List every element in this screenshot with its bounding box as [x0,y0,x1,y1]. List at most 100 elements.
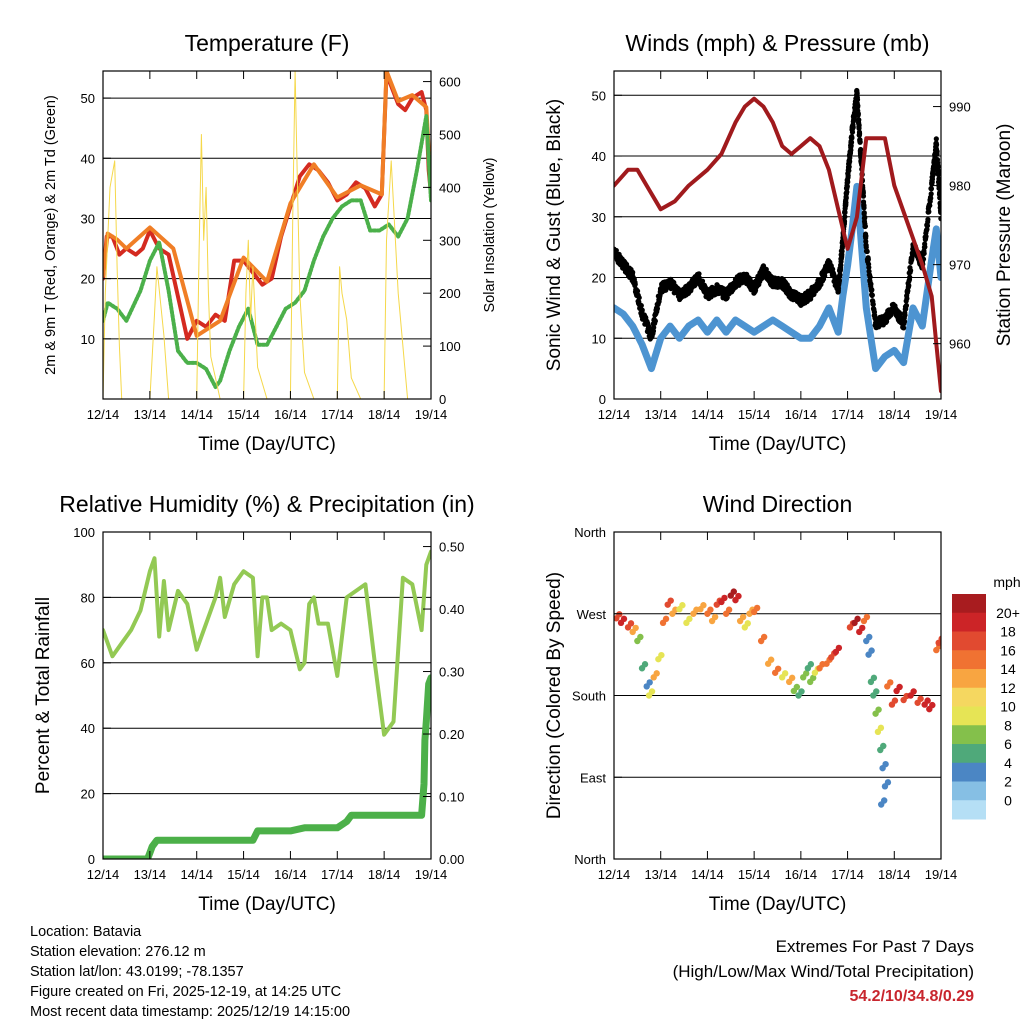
wind_direction-title: Wind Direction [703,491,853,517]
winds-gust-point [845,173,851,179]
wind_direction-ytick-label: West [577,607,607,622]
winds-xtick-label: 18/14 [878,407,911,422]
winds-series-station-pressure [614,96,941,394]
humidity-series-relative-humidity [103,549,431,737]
direction-point [653,670,660,677]
colorbar-swatch [952,744,986,764]
direction-point [798,688,805,695]
wind_direction-ytick-label: North [574,525,606,540]
winds-gust-point [632,281,638,287]
direction-point [632,624,639,632]
winds-gust-point [863,233,869,239]
direction-point [896,683,903,691]
colorbar-label: 12 [1000,680,1016,696]
colorbar-swatch [952,594,986,614]
winds-gust-point [937,192,941,198]
colorbar-label: 2 [1004,774,1012,790]
direction-point [802,670,810,677]
direction-point [658,651,665,659]
temperature-y2tick-label: 0 [439,392,446,407]
temperature-xtick-label: 14/14 [180,407,213,422]
location-text: Location: Batavia [30,924,142,940]
direction-point [744,620,751,627]
temperature-y2tick-label: 500 [439,127,461,142]
winds-xlabel: Time (Day/UTC) [709,434,847,455]
winds-gust-point [846,168,852,174]
colorbar-swatch [952,762,986,782]
winds-gust-point [902,312,908,318]
humidity-ytick-label: 60 [81,656,95,671]
winds-gust-point [926,209,932,215]
winds-gust-point [868,281,874,287]
direction-point [859,624,866,632]
humidity-y2tick-label: 0.30 [439,665,464,680]
direction-point [873,688,880,695]
wind_direction-xtick-label: 18/14 [878,867,911,882]
winds-gust-point [922,244,928,250]
direction-point [735,592,742,600]
winds-gust-point [862,214,868,220]
extremes-title: Extremes For Past 7 Days [775,937,974,956]
direction-point [700,602,707,609]
wind_direction-xlabel: Time (Day/UTC) [709,894,847,915]
colorbar-label: 6 [1004,736,1012,752]
winds-gust-point [654,305,661,312]
temperature-xtick-label: 18/14 [368,407,401,422]
winds-gust-point [848,139,855,145]
winds-gust-point [928,195,934,201]
winds-gust-point [845,179,851,185]
winds-xtick-label: 19/14 [925,407,958,422]
direction-point [863,613,871,621]
winds-gust-point [907,274,913,280]
wind_direction-xtick-label: 15/14 [738,867,771,882]
winds-ylabel: Sonic Wind & Gust (Blue, Black) [544,99,565,371]
temperature-ytick-label: 20 [81,272,95,287]
wind_direction-xtick-label: 13/14 [644,867,677,882]
winds-panel: 12/14 13/14 14/14 15/14 16/14 17/14 18/14 19/14… [544,30,1015,455]
winds-gust-point [901,318,908,325]
humidity-xtick-label: 15/14 [227,867,260,882]
humidity-xtick-label: 12/14 [87,867,120,882]
direction-point [868,647,875,654]
winds-gust-point [870,301,876,307]
winds-gust-point [849,135,855,141]
winds-ytick-label: 50 [592,88,606,103]
direction-point [662,615,670,623]
winds-gust-point [924,223,931,229]
direction-point [793,683,801,691]
temperature-series-2m-t [103,72,431,341]
winds-gust-point [865,256,871,262]
winds-gust-point [854,90,860,97]
direction-point [641,661,649,668]
winds-y2tick-label: 970 [949,258,971,273]
winds-gust-point [846,164,852,170]
winds-gust-point [855,111,861,117]
winds-gust-point [869,287,875,293]
wind_direction-series-group [614,588,941,808]
wind_direction-xtick-label: 14/14 [691,867,724,882]
direction-point [767,656,775,663]
extremes-box: Extremes For Past 7 Days (High/Low/Max W… [673,934,974,1009]
winds-y2tick-label: 980 [949,179,971,194]
winds-gust-point [652,318,658,324]
temperature-xtick-label: 16/14 [274,407,307,422]
wind_direction-ylabel: Direction (Colored By Speed) [544,572,565,819]
temperature-xtick-label: 15/14 [227,407,260,422]
winds-gust-point [858,146,864,153]
winds-gust-point [861,205,867,211]
winds-y2tick-label: 960 [949,337,971,352]
extremes-subtitle: (High/Low/Max Wind/Total Precipitation) [672,962,974,981]
colorbar-label: 14 [1000,661,1016,677]
winds-ytick-label: 0 [599,392,606,407]
direction-point [891,697,899,704]
direction-point [753,604,761,612]
wind_direction-ytick-label: North [574,852,606,867]
winds-y2label: Station Pressure (Maroon) [994,124,1015,347]
humidity-y2tick-label: 0.50 [439,540,464,555]
colorbar-swatch [952,631,986,651]
humidity-xlabel: Time (Day/UTC) [198,894,336,915]
humidity-xtick-label: 17/14 [321,867,354,882]
direction-point [835,644,843,652]
winds-gust-point [936,185,941,192]
winds-gust-point [849,129,856,135]
